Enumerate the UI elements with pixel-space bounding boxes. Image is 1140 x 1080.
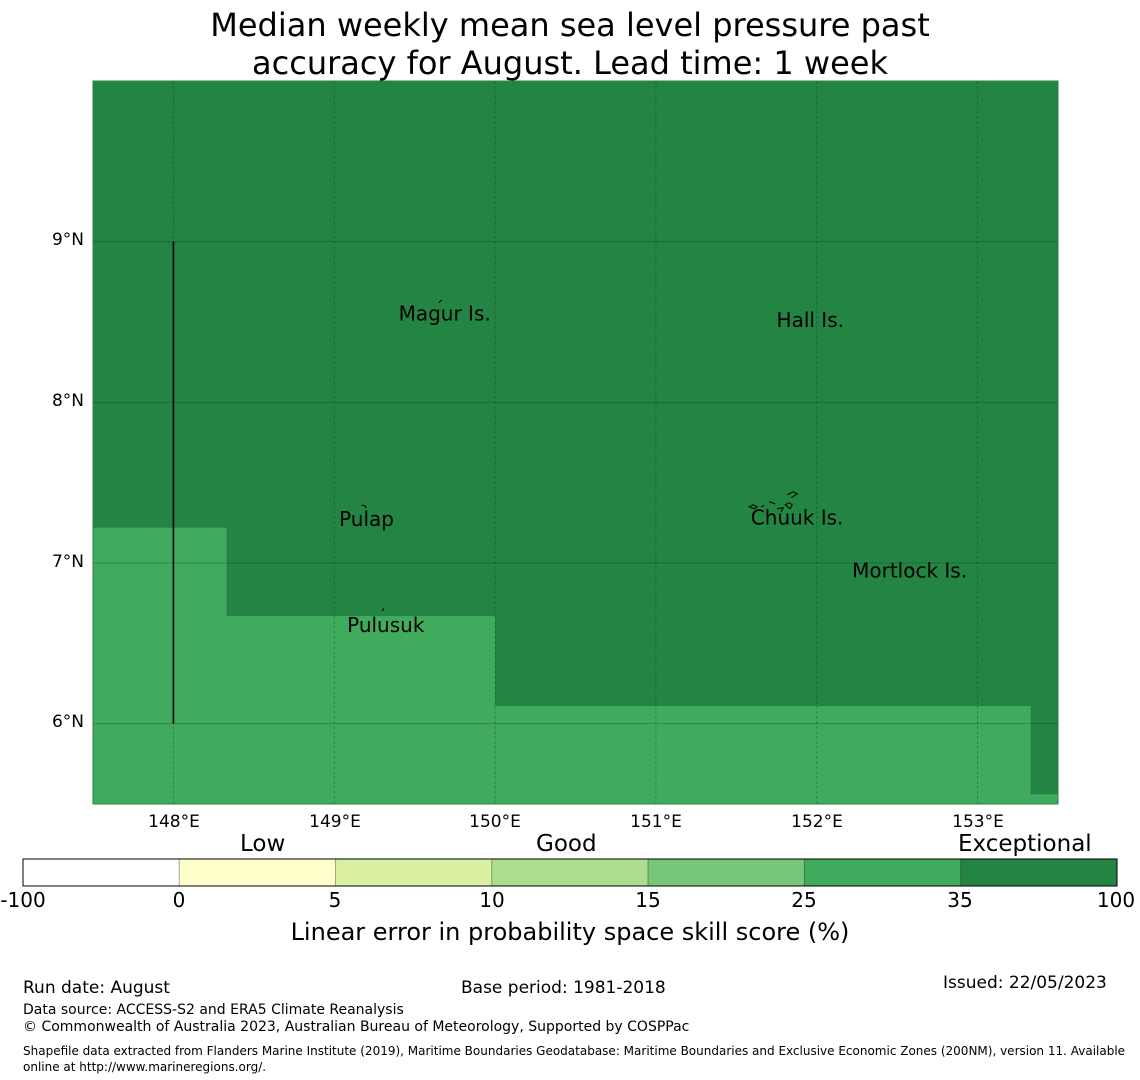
map-area: Magur Is. Hall Is. Pulap Chuuk Is. Mortlock … [92, 80, 1059, 805]
place-label: Pulusuk [347, 613, 425, 637]
lat-label-8n: 8°N [51, 391, 84, 411]
colorbar-swatch [647, 858, 805, 887]
island-outline-pulap [361, 504, 367, 509]
colorbar-swatch [178, 858, 337, 887]
island-outline-mortlock [909, 567, 913, 571]
data-source: Data source: ACCESS-S2 and ERA5 Climate … [23, 1002, 404, 1018]
colorbar-tick: 100 [1096, 888, 1136, 912]
island-outline-pulusuk [382, 608, 384, 612]
lon-label-150e: 150°E [469, 812, 521, 832]
copyright: © Commonwealth of Australia 2023, Austra… [23, 1019, 690, 1035]
colorbar-swatch [491, 858, 649, 887]
lon-label-148e: 148°E [148, 812, 200, 832]
place-label: Chuuk Is. [751, 505, 844, 529]
lon-label-153e: 153°E [952, 812, 1004, 832]
shapefile-credit: Shapefile data extracted from Flanders M… [23, 1043, 1138, 1075]
colorbar-tick: 10 [479, 888, 505, 912]
colorbar-tick: 35 [947, 888, 973, 912]
colorbar-tick: 0 [172, 888, 186, 912]
lon-label-152e: 152°E [791, 812, 843, 832]
map-title: Median weekly mean sea level pressure pa… [0, 6, 1140, 82]
place-label: Pulap [339, 507, 394, 531]
colorbar-swatch [335, 858, 493, 887]
island-outline-magur [438, 299, 443, 304]
skill-region-25-35 [1030, 794, 1058, 804]
title-line-2: accuracy for August. Lead time: 1 week [252, 44, 888, 82]
colorbar-swatch [960, 858, 1118, 887]
colorbar-tick: 5 [328, 888, 342, 912]
legend-category-good: Good [536, 831, 597, 857]
legend-category-low: Low [240, 831, 286, 857]
base-period: Base period: 1981-2018 [461, 978, 666, 998]
colorbar-frame [22, 858, 1118, 887]
lat-label-7n: 7°N [51, 552, 84, 572]
colorbar-title: Linear error in probability space skill … [290, 918, 850, 946]
colorbar-tick: 25 [791, 888, 817, 912]
place-label: Hall Is. [777, 308, 844, 332]
colorbar-swatch [803, 858, 962, 887]
colorbar-swatch [22, 858, 180, 887]
lon-label-149e: 149°E [309, 812, 361, 832]
legend-category-exceptional: Exceptional [958, 831, 1092, 857]
title-line-1: Median weekly mean sea level pressure pa… [210, 6, 930, 44]
colorbar-tick: 15 [635, 888, 661, 912]
lat-label-9n: 9°N [51, 230, 84, 250]
lon-label-151e: 151°E [630, 812, 682, 832]
colorbar [22, 858, 1118, 887]
skill-region-25-35 [93, 527, 227, 804]
island-outline-chuuk [747, 491, 799, 512]
place-label: Mortlock Is. [852, 558, 967, 582]
lat-label-6n: 6°N [51, 712, 84, 732]
map-frame [92, 80, 1059, 805]
skill-region-25-35 [226, 616, 496, 804]
shapefile-credit-line-1: Shapefile data extracted from Flanders M… [23, 1044, 1126, 1058]
colorbar-tick: -100 [0, 888, 46, 912]
run-date: Run date: August [23, 978, 170, 998]
map-plot: Magur Is. Hall Is. Pulap Chuuk Is. Mortlock … [92, 80, 1059, 805]
shapefile-credit-line-2: online at http://www.marineregions.org/. [23, 1060, 267, 1074]
place-label: Magur Is. [399, 301, 491, 325]
issued-date: Issued: 22/05/2023 [943, 973, 1107, 993]
skill-region-25-35 [495, 705, 1031, 804]
